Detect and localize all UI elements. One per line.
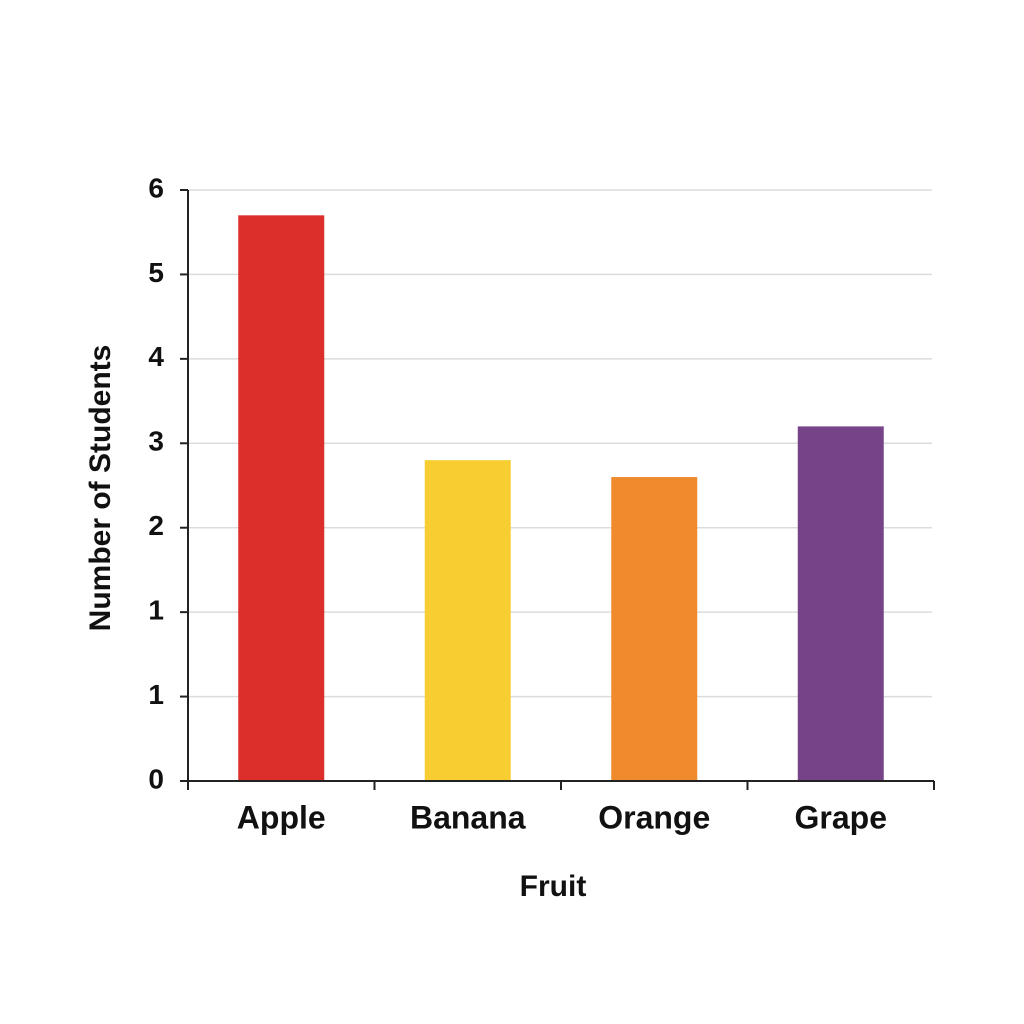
x-tick-label: Banana — [410, 799, 526, 835]
x-tick-label: Orange — [598, 799, 710, 835]
bar — [611, 477, 698, 781]
y-tick-label: 1 — [148, 595, 164, 626]
y-tick-label: 3 — [148, 426, 164, 457]
bar — [238, 215, 325, 782]
y-tick-label: 0 — [148, 763, 164, 794]
bar — [424, 460, 511, 781]
y-axis-label: Number of Students — [84, 345, 117, 632]
x-tick-label: Apple — [237, 799, 326, 835]
y-tick-label: 2 — [148, 510, 164, 541]
y-tick-label: 4 — [148, 341, 164, 372]
x-axis-label: Fruit — [520, 870, 587, 903]
y-tick-label: 1 — [148, 679, 164, 710]
y-tick-label: 6 — [148, 172, 164, 203]
y-tick-label: 5 — [148, 257, 164, 288]
x-tick-label: Grape — [795, 799, 887, 835]
bar — [797, 426, 884, 781]
